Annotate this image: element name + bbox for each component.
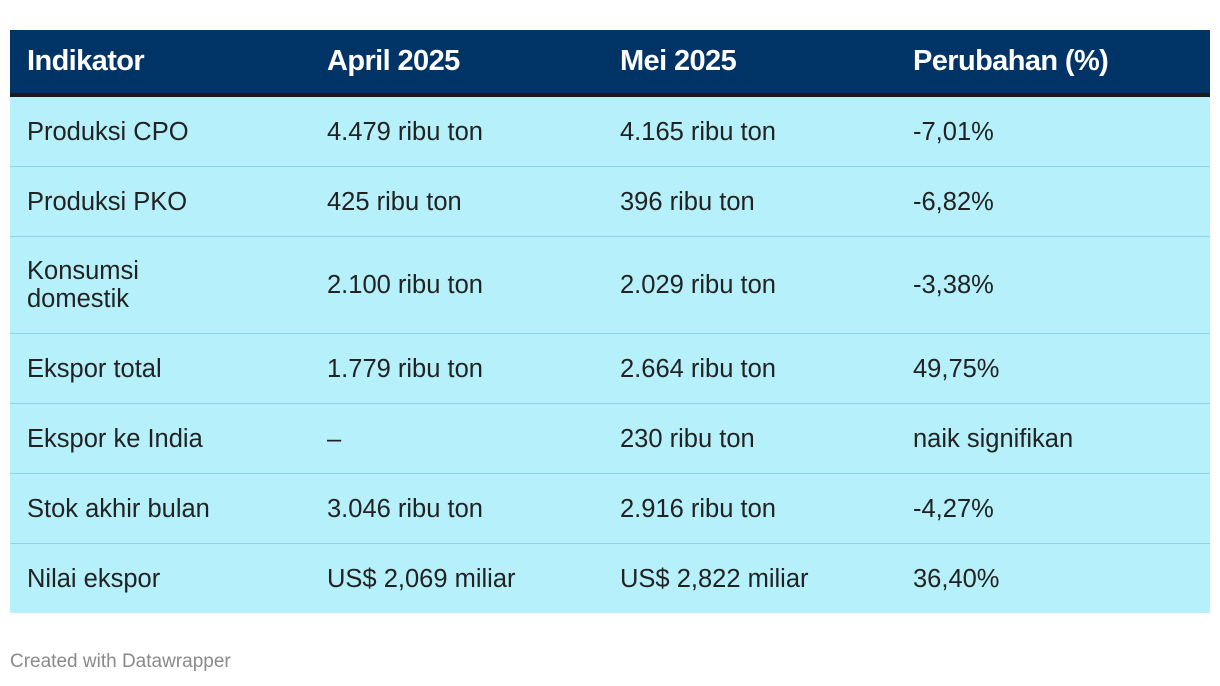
table-cell-indikator: Konsumsi domestik: [10, 236, 310, 334]
table-cell-indikator: Ekspor ke India: [10, 403, 310, 474]
table-cell-mei: 396 ribu ton: [603, 166, 896, 237]
column-header-perubahan[interactable]: Perubahan (%): [896, 30, 1210, 97]
table-cell-perubahan: -7,01%: [896, 95, 1210, 167]
column-header-april-2025[interactable]: April 2025: [310, 30, 603, 97]
table-header: Indikator April 2025 Mei 2025 Perubahan …: [10, 30, 1210, 97]
table-cell-perubahan: naik signifikan: [896, 403, 1210, 474]
table-row: Produksi CPO 4.479 ribu ton 4.165 ribu t…: [10, 95, 1210, 167]
table-cell-april: –: [310, 403, 603, 474]
table-cell-april: 2.100 ribu ton: [310, 236, 603, 334]
table-row: Ekspor total 1.779 ribu ton 2.664 ribu t…: [10, 333, 1210, 404]
table-cell-mei: 4.165 ribu ton: [603, 95, 896, 167]
datawrapper-credit[interactable]: Created with Datawrapper: [10, 651, 231, 672]
table-cell-mei: 2.664 ribu ton: [603, 333, 896, 404]
table-row: Produksi PKO 425 ribu ton 396 ribu ton -…: [10, 166, 1210, 237]
data-table-container: Indikator April 2025 Mei 2025 Perubahan …: [10, 30, 1210, 613]
table-cell-mei: 2.029 ribu ton: [603, 236, 896, 334]
table-cell-indikator: Produksi CPO: [10, 95, 310, 167]
table-cell-indikator: Ekspor total: [10, 333, 310, 404]
table-cell-mei: US$ 2,822 miliar: [603, 543, 896, 613]
table-cell-indikator: Produksi PKO: [10, 166, 310, 237]
table-body: Produksi CPO 4.479 ribu ton 4.165 ribu t…: [10, 95, 1210, 613]
table-cell-perubahan: -4,27%: [896, 473, 1210, 544]
table-row: Konsumsi domestik 2.100 ribu ton 2.029 r…: [10, 236, 1210, 334]
table-cell-perubahan: 49,75%: [896, 333, 1210, 404]
table-cell-indikator: Nilai ekspor: [10, 543, 310, 613]
data-table: Indikator April 2025 Mei 2025 Perubahan …: [10, 30, 1210, 613]
table-cell-april: 425 ribu ton: [310, 166, 603, 237]
column-header-mei-2025[interactable]: Mei 2025: [603, 30, 896, 97]
table-cell-indikator: Stok akhir bulan: [10, 473, 310, 544]
table-cell-april: US$ 2,069 miliar: [310, 543, 603, 613]
table-cell-perubahan: -3,38%: [896, 236, 1210, 334]
table-cell-perubahan: -6,82%: [896, 166, 1210, 237]
table-cell-april: 3.046 ribu ton: [310, 473, 603, 544]
table-row: Ekspor ke India – 230 ribu ton naik sign…: [10, 403, 1210, 474]
table-cell-mei: 2.916 ribu ton: [603, 473, 896, 544]
header-row: Indikator April 2025 Mei 2025 Perubahan …: [10, 30, 1210, 97]
table-cell-april: 1.779 ribu ton: [310, 333, 603, 404]
table-row: Stok akhir bulan 3.046 ribu ton 2.916 ri…: [10, 473, 1210, 544]
table-cell-perubahan: 36,40%: [896, 543, 1210, 613]
table-cell-indikator-text: Konsumsi domestik: [27, 257, 139, 313]
table-cell-april: 4.479 ribu ton: [310, 95, 603, 167]
column-header-indikator[interactable]: Indikator: [10, 30, 310, 97]
table-row: Nilai ekspor US$ 2,069 miliar US$ 2,822 …: [10, 543, 1210, 613]
table-cell-mei: 230 ribu ton: [603, 403, 896, 474]
